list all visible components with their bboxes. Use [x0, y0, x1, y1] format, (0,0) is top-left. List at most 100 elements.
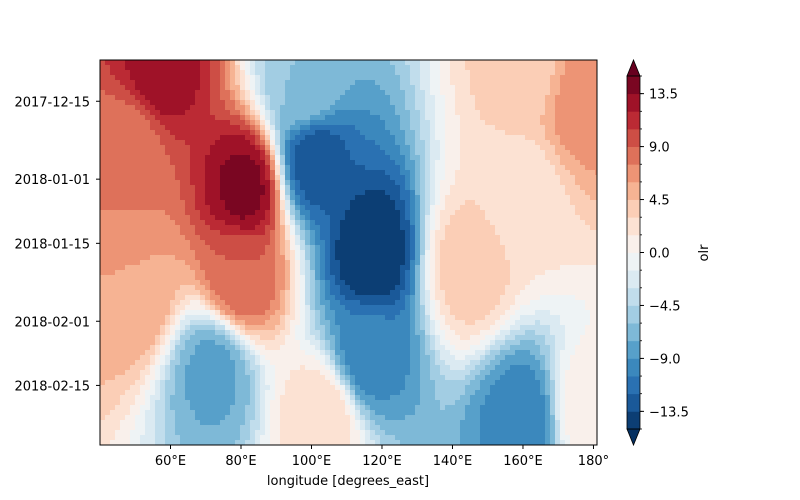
contour-cell	[225, 65, 231, 71]
contour-cell	[450, 300, 456, 306]
contour-cell	[525, 70, 531, 76]
contour-cell	[420, 75, 426, 81]
contour-cell	[125, 290, 131, 296]
contour-cell	[490, 145, 496, 151]
contour-cell	[100, 135, 106, 141]
contour-cell	[180, 290, 186, 296]
contour-cell	[295, 115, 301, 121]
contour-cell	[375, 165, 381, 171]
contour-cell	[130, 290, 136, 296]
contour-cell	[585, 260, 591, 266]
contour-cell	[430, 125, 436, 131]
contour-cell	[445, 105, 451, 111]
contour-cell	[195, 235, 201, 241]
contour-cell	[330, 295, 336, 301]
contour-cell	[490, 235, 496, 241]
contour-cell	[420, 105, 426, 111]
contour-cell	[500, 210, 506, 216]
contour-cell	[155, 145, 161, 151]
contour-cell	[155, 280, 161, 286]
contour-cell	[390, 305, 396, 311]
contour-cell	[410, 120, 416, 126]
contour-cell	[155, 110, 161, 116]
contour-cell	[500, 260, 506, 266]
contour-cell	[215, 125, 221, 131]
contour-cell	[450, 140, 456, 146]
contour-cell	[455, 210, 461, 216]
contour-cell	[370, 265, 376, 271]
contour-cell	[225, 230, 231, 236]
contour-cell	[420, 100, 426, 106]
contour-cell	[295, 140, 301, 146]
contour-cell	[190, 240, 196, 246]
contour-cell	[185, 220, 191, 226]
contour-cell	[375, 240, 381, 246]
contour-cell	[160, 175, 166, 181]
contour-cell	[195, 65, 201, 71]
contour-cell	[430, 140, 436, 146]
contour-cell	[570, 270, 576, 276]
contour-cell	[585, 165, 591, 171]
contour-cell	[150, 200, 156, 206]
contour-cell	[500, 115, 506, 121]
contour-cell	[320, 80, 326, 86]
contour-cell	[295, 90, 301, 96]
contour-cell	[225, 175, 231, 181]
contour-cell	[290, 255, 296, 261]
contour-cell	[590, 125, 596, 131]
contour-cell	[190, 70, 196, 76]
contour-cell	[370, 135, 376, 141]
contour-cell	[390, 240, 396, 246]
contour-cell	[505, 285, 511, 291]
contour-cell	[465, 235, 471, 241]
contour-cell	[225, 100, 231, 106]
contour-cell	[305, 145, 311, 151]
contour-cell	[320, 270, 326, 276]
contour-cell	[280, 250, 286, 256]
contour-cell	[450, 260, 456, 266]
contour-cell	[115, 160, 121, 166]
contour-cell	[310, 215, 316, 221]
contour-cell	[275, 210, 281, 216]
contour-cell	[570, 110, 576, 116]
contour-cell	[430, 245, 436, 251]
contour-cell	[435, 290, 441, 296]
contour-cell	[320, 85, 326, 91]
contour-cell	[490, 75, 496, 81]
contour-cell	[405, 90, 411, 96]
contour-cell	[540, 185, 546, 191]
contour-cell	[390, 180, 396, 186]
contour-cell	[450, 125, 456, 131]
contour-cell	[150, 235, 156, 241]
contour-cell	[185, 60, 191, 66]
contour-cell	[565, 225, 571, 231]
contour-cell	[490, 125, 496, 131]
contour-cell	[480, 225, 486, 231]
contour-cell	[490, 110, 496, 116]
contour-cell	[125, 300, 131, 306]
contour-cell	[180, 195, 186, 201]
contour-cell	[485, 90, 491, 96]
contour-cell	[250, 250, 256, 256]
contour-cell	[255, 245, 261, 251]
contour-cell	[100, 210, 106, 216]
contour-cell	[380, 240, 386, 246]
contour-cell	[125, 265, 131, 271]
contour-cell	[495, 135, 501, 141]
contour-cell	[590, 185, 596, 191]
contour-cell	[225, 165, 231, 171]
contour-cell	[510, 70, 516, 76]
contour-cell	[555, 230, 561, 236]
contour-cell	[410, 285, 416, 291]
contour-cell	[380, 160, 386, 166]
contour-cell	[370, 285, 376, 291]
contour-cell	[260, 245, 266, 251]
contour-cell	[495, 205, 501, 211]
contour-cell	[410, 80, 416, 86]
contour-cell	[180, 250, 186, 256]
contour-cell	[395, 245, 401, 251]
contour-cell	[295, 280, 301, 286]
contour-cell	[380, 250, 386, 256]
contour-cell	[135, 210, 141, 216]
contour-cell	[320, 180, 326, 186]
